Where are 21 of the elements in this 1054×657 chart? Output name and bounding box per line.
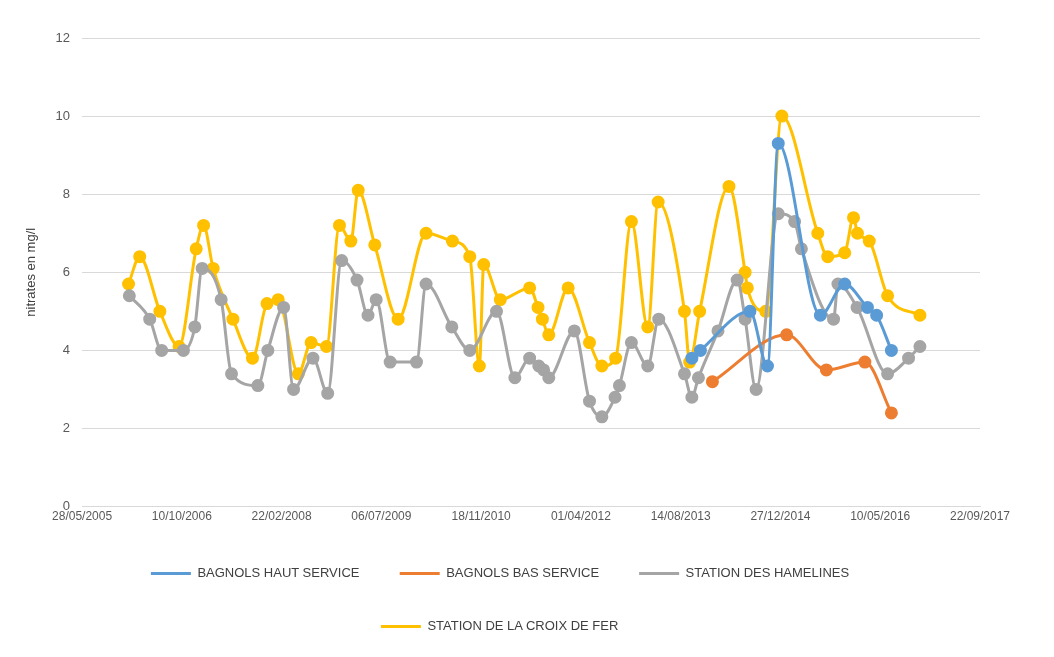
y-tick-label: 4 [62,341,71,357]
x-tick-label: 18/11/2010 [451,509,512,524]
legend-label: STATION DE LA CROIX DE FER [427,618,619,634]
x-tick-label: 06/07/2009 [351,509,412,524]
y-tick-label: 8 [62,185,71,201]
y-tick-label: 10 [55,107,71,123]
legend-label: STATION DES HAMELINES [685,565,850,581]
x-tick-label: 10/10/2006 [151,509,213,524]
legend-label: BAGNOLS BAS SERVICE [446,565,600,581]
x-tick-label: 01/04/2012 [550,509,612,524]
x-tick-label: 10/05/2016 [850,509,911,524]
y-tick-label: 12 [55,29,71,45]
legend-label: BAGNOLS HAUT SERVICE [197,565,360,581]
y-tick-label: 2 [62,420,71,436]
x-tick-label: 14/08/2013 [650,509,712,524]
y-axis-title: nitrates en mg/l [23,227,39,317]
y-tick-label: 6 [62,263,71,279]
x-tick-label: 27/12/2014 [750,509,811,524]
x-tick-label: 28/05/2005 [52,509,113,524]
x-tick-label: 22/09/2017 [949,509,1011,524]
x-tick-label: 22/02/2008 [251,509,312,524]
